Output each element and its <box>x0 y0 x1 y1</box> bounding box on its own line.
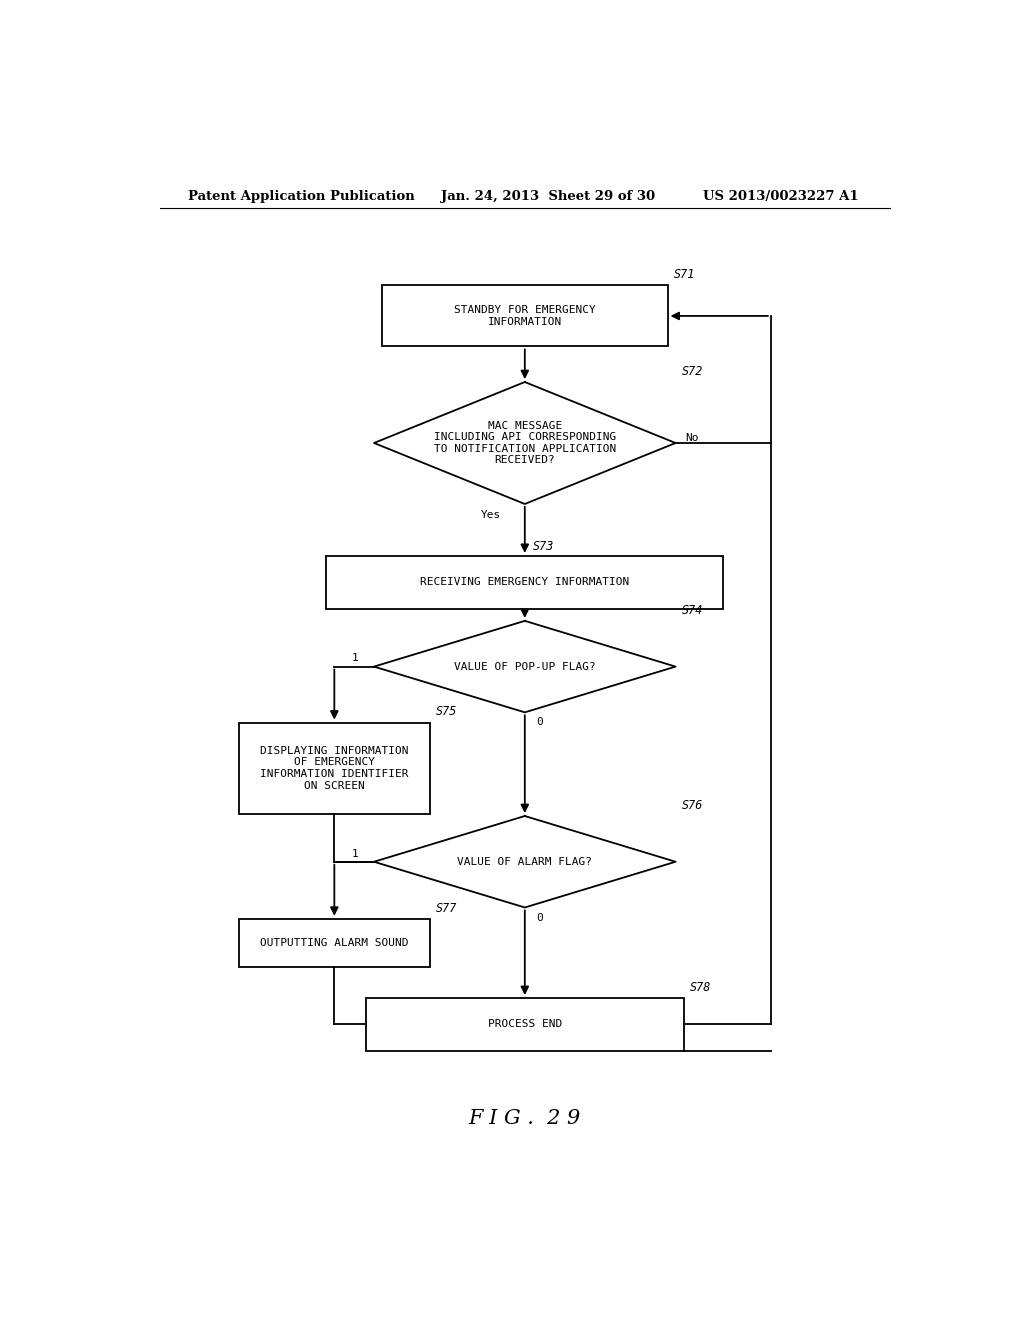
Text: S71: S71 <box>674 268 695 281</box>
Text: OUTPUTTING ALARM SOUND: OUTPUTTING ALARM SOUND <box>260 939 409 948</box>
Text: S73: S73 <box>532 540 554 553</box>
Bar <box>240 722 430 814</box>
Text: RECEIVING EMERGENCY INFORMATION: RECEIVING EMERGENCY INFORMATION <box>420 577 630 587</box>
Polygon shape <box>374 620 676 713</box>
Text: S77: S77 <box>436 902 458 915</box>
Text: Jan. 24, 2013  Sheet 29 of 30: Jan. 24, 2013 Sheet 29 of 30 <box>441 190 655 203</box>
Bar <box>382 285 668 346</box>
Bar <box>367 998 684 1051</box>
Bar <box>240 919 430 968</box>
Text: VALUE OF POP-UP FLAG?: VALUE OF POP-UP FLAG? <box>454 661 596 672</box>
Text: S75: S75 <box>436 705 458 718</box>
Text: S76: S76 <box>682 799 703 812</box>
Text: Yes: Yes <box>480 510 501 520</box>
Text: Patent Application Publication: Patent Application Publication <box>187 190 415 203</box>
Text: PROCESS END: PROCESS END <box>487 1019 562 1030</box>
Polygon shape <box>374 381 676 504</box>
Text: 1: 1 <box>351 849 358 858</box>
Text: F I G .  2 9: F I G . 2 9 <box>469 1109 581 1129</box>
Text: S74: S74 <box>682 603 703 616</box>
Text: MAC MESSAGE
INCLUDING API CORRESPONDING
TO NOTIFICATION APPLICATION
RECEIVED?: MAC MESSAGE INCLUDING API CORRESPONDING … <box>434 421 615 466</box>
Text: US 2013/0023227 A1: US 2013/0023227 A1 <box>703 190 859 203</box>
Text: 1: 1 <box>351 653 358 664</box>
Polygon shape <box>374 816 676 907</box>
Text: S72: S72 <box>682 364 703 378</box>
Text: DISPLAYING INFORMATION
OF EMERGENCY
INFORMATION IDENTIFIER
ON SCREEN: DISPLAYING INFORMATION OF EMERGENCY INFO… <box>260 746 409 791</box>
Text: S78: S78 <box>690 981 712 994</box>
Text: No: No <box>685 433 698 444</box>
Text: STANDBY FOR EMERGENCY
INFORMATION: STANDBY FOR EMERGENCY INFORMATION <box>454 305 596 327</box>
Text: 0: 0 <box>537 718 544 727</box>
Text: 0: 0 <box>537 912 544 923</box>
Bar <box>327 556 723 609</box>
Text: VALUE OF ALARM FLAG?: VALUE OF ALARM FLAG? <box>458 857 592 867</box>
